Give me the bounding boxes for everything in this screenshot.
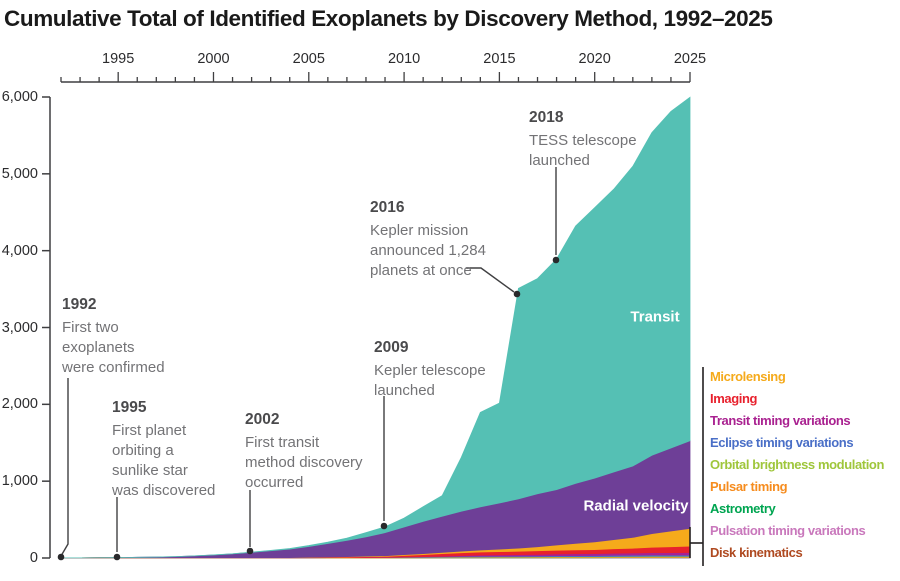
chart-title: Cumulative Total of Identified Exoplanet… bbox=[4, 6, 773, 31]
x-tick-label: 2015 bbox=[483, 51, 516, 67]
annotation-1995: 1995 First planet orbiting a sunlike sta… bbox=[112, 399, 215, 501]
legend-item-pulsation-timing-variations: Pulsation timing variations bbox=[710, 523, 866, 538]
legend-item-pulsar-timing: Pulsar timing bbox=[710, 479, 788, 494]
y-tick-label: 0 bbox=[29, 550, 38, 566]
legend-item-astrometry: Astrometry bbox=[710, 501, 776, 516]
y-tick-label: 1,000 bbox=[1, 473, 38, 490]
callout-dot bbox=[552, 256, 560, 264]
x-tick-label: 2000 bbox=[197, 51, 230, 67]
callout-dot bbox=[246, 547, 254, 555]
callout-dot bbox=[113, 553, 121, 561]
x-tick-label: 1995 bbox=[102, 51, 135, 67]
legend-item-microlensing: Microlensing bbox=[710, 369, 786, 384]
legend-item-disk-kinematics: Disk kinematics bbox=[710, 545, 803, 560]
y-tick-label: 6,000 bbox=[1, 89, 38, 105]
callout-line bbox=[60, 378, 69, 557]
y-tick-label: 2,000 bbox=[1, 396, 38, 413]
annotation-text: Kepler mission announced 1,284 planets a… bbox=[370, 222, 486, 279]
legend-item-imaging: Imaging bbox=[710, 391, 758, 406]
legend: Microlensing Imaging Transit timing variat… bbox=[710, 366, 884, 564]
callout-dot bbox=[380, 522, 388, 530]
annotation-year: 2016 bbox=[370, 199, 405, 216]
annotation-text: TESS telescope launched bbox=[529, 132, 637, 169]
y-tick-label: 4,000 bbox=[1, 242, 38, 259]
callout-dot bbox=[57, 553, 65, 561]
annotation-year: 2018 bbox=[529, 109, 564, 126]
y-tick-label: 3,000 bbox=[1, 319, 38, 336]
annotation-2018: 2018 TESS telescope launched bbox=[529, 109, 637, 171]
annotation-2016: 2016 Kepler mission announced 1,284 plan… bbox=[370, 199, 486, 281]
annotation-2002: 2002 First transit method discovery occu… bbox=[245, 411, 363, 493]
x-tick-label: 2005 bbox=[292, 51, 325, 67]
legend-item-transit-timing-variations: Transit timing variations bbox=[710, 413, 851, 428]
annotation-2009: 2009 Kepler telescope launched bbox=[374, 339, 486, 401]
x-tick-label: 2025 bbox=[673, 51, 707, 67]
annotation-text: First transit method discovery occurred bbox=[245, 434, 363, 491]
legend-item-eclipse-timing-variations: Eclipse timing variations bbox=[710, 435, 854, 450]
area-transit bbox=[61, 96, 691, 559]
annotation-1992: 1992 First two exoplanets were confirmed bbox=[62, 296, 165, 378]
transit-area-label: Transit bbox=[630, 308, 680, 326]
callout-dot bbox=[513, 290, 521, 298]
annotation-text: First two exoplanets were confirmed bbox=[62, 319, 165, 376]
annotation-year: 2009 bbox=[374, 339, 409, 356]
x-tick-label: 2010 bbox=[387, 51, 421, 67]
y-tick-label: 5,000 bbox=[1, 165, 38, 182]
callout-line bbox=[466, 267, 515, 293]
x-tick-label: 2020 bbox=[578, 51, 611, 67]
annotation-text: Kepler telescope launched bbox=[374, 362, 486, 399]
annotation-year: 1995 bbox=[112, 399, 147, 416]
annotation-year: 1992 bbox=[62, 296, 97, 313]
legend-item-orbital-brightness-modulation: Orbital brightness modulation bbox=[710, 457, 885, 472]
annotation-year: 2002 bbox=[245, 411, 280, 428]
radial-velocity-area-label: Radial velocity bbox=[583, 497, 689, 515]
annotation-text: First planet orbiting a sunlike star was… bbox=[112, 422, 216, 499]
